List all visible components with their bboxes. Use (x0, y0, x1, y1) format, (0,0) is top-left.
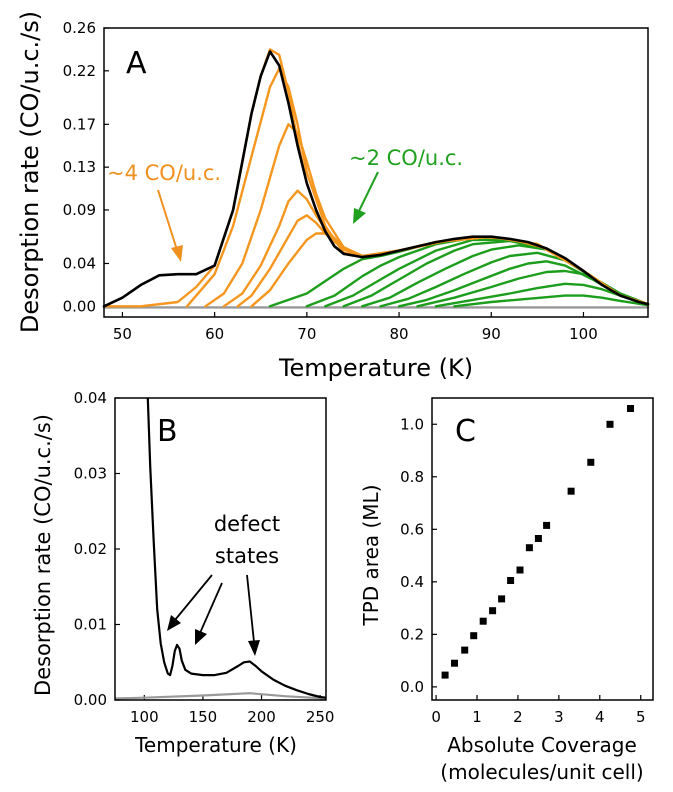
panel-letter-a: A (126, 46, 147, 81)
panel-a-arrows (157, 171, 379, 262)
panel-a-ticks: 50 60 70 80 90 100 0.00 0.04 0.09 0.13 0.17 0.22 0.2… (63, 19, 598, 343)
panel-b-series-line-0 (115, 692, 326, 700)
panel-c-ytick-label: 0.4 (400, 573, 424, 591)
panel-b-xtick-label: 100 (130, 708, 159, 726)
panel-a-ytick-label: 0.17 (63, 115, 96, 133)
panel-a-series-orange-5 (236, 214, 650, 308)
panel-a-xtick-label: 50 (113, 325, 132, 343)
panel-b-ylabel: Desorption rate (CO/u.c./s) (31, 414, 55, 696)
panel-b-series-line-1 (146, 398, 326, 699)
panel-c-point (534, 535, 542, 542)
panel-a-xlabel: Temperature (K) (278, 354, 473, 382)
panel-c-xtick-label: 4 (595, 708, 605, 726)
annotation-4-co: ~4 CO/u.c. (107, 161, 221, 185)
panel-b-ytick-label: 0.02 (74, 540, 107, 558)
panel-c-xtick-label: 2 (513, 708, 523, 726)
panel-c-points (441, 405, 634, 679)
panel-c-point (479, 617, 487, 625)
arrow-defect-3-head (248, 640, 260, 656)
panel-letter-c: C (455, 414, 476, 449)
panel-c-point (516, 566, 524, 574)
panel-b-xtick-label: 250 (306, 708, 335, 726)
panel-b-plot-area (115, 398, 326, 700)
panel-b-lines (115, 398, 326, 700)
panel-b-ytick-label: 0.03 (74, 465, 107, 483)
panel-c-ylabel: TPD area (ML) (359, 485, 383, 627)
annotation-defect: defect (214, 512, 280, 536)
arrow-defect-3 (246, 574, 255, 643)
panel-c-xtick-label: 5 (636, 708, 646, 726)
panel-c-point (441, 671, 449, 679)
panel-a: 50 60 70 80 90 100 0.00 0.04 0.09 0.13 0.17 0.22 0.2… (16, 11, 650, 382)
panel-c-point (606, 420, 614, 428)
panel-c-frame (431, 397, 654, 701)
panel-a-ytick-label: 0.13 (63, 158, 96, 176)
panel-c-point (498, 595, 506, 603)
panel-a-xtick-label: 90 (482, 325, 501, 343)
panel-a-xtick-label: 80 (390, 325, 409, 343)
panel-a-xtick-label: 60 (205, 325, 224, 343)
panel-a-ytick-label: 0.04 (63, 254, 96, 272)
panel-c-xtick-label: 3 (554, 708, 564, 726)
panel-b-ticks: 100 150 200 250 0.00 0.01 0.02 0.03 0.04 (74, 389, 335, 726)
panel-c-point (451, 659, 458, 667)
panel-a-series-green-16 (453, 294, 650, 308)
panel-c-xtick-label: 1 (472, 708, 482, 726)
panel-c-ytick-label: 0.8 (400, 468, 424, 486)
arrow-4-co-head (171, 245, 183, 262)
panel-b-ytick-label: 0.01 (74, 616, 107, 634)
panel-b-ytick-label: 0.04 (74, 389, 107, 407)
panel-a-ytick-label: 0.26 (63, 19, 96, 37)
arrow-defect-1 (174, 574, 213, 621)
panel-letter-b: B (157, 414, 178, 449)
panel-c-point (543, 521, 551, 529)
panel-b-xtick-label: 200 (247, 708, 276, 726)
panel-a-lines (102, 48, 650, 309)
panel-b: 100 150 200 250 0.00 0.01 0.02 0.03 0.04 B Tempe… (31, 389, 334, 757)
panel-a-frame (103, 27, 649, 318)
arrow-4-co (157, 189, 178, 251)
annotation-2-co: ~2 CO/u.c. (349, 146, 463, 170)
panel-b-arrows (167, 574, 260, 656)
panel-c-point (507, 577, 515, 584)
panel-c-ytick-label: 0.6 (400, 520, 424, 538)
panel-c-xlabel-2: (molecules/unit cell) (440, 760, 643, 784)
panel-a-ytick-label: 0.00 (63, 297, 96, 315)
panel-a-ylabel: Desorption rate (CO/u.c./s) (16, 11, 44, 333)
panel-c-point (461, 646, 469, 654)
panel-a-ytick-label: 0.22 (63, 62, 96, 80)
arrow-defect-1-head (167, 615, 181, 631)
arrow-2-co-head (353, 208, 366, 224)
arrow-defect-2-head (195, 629, 207, 645)
panel-b-frame (114, 397, 327, 701)
panel-c-point (470, 632, 478, 640)
panel-c-point (489, 607, 497, 615)
panel-c-point (627, 405, 634, 412)
panel-a-series-orange-4 (222, 189, 650, 308)
panel-a-ytick-label: 0.09 (63, 201, 96, 219)
panel-c: 0 1 2 3 4 5 0.0 0.2 0.4 0.6 0.8 1.0 C Absolute Cove… (359, 397, 654, 784)
panel-a-xtick-label: 70 (297, 325, 316, 343)
panel-c-ytick-label: 0.2 (400, 625, 424, 643)
panel-a-series-black-0 (102, 50, 650, 308)
panel-c-point (567, 487, 575, 495)
panel-b-xlabel: Temperature (K) (134, 733, 297, 757)
panel-a-xtick-label: 100 (569, 325, 598, 343)
panel-a-series-orange-6 (250, 232, 650, 308)
panel-c-point (525, 544, 533, 552)
panel-c-ytick-label: 0.0 (400, 678, 424, 696)
panel-b-xtick-label: 150 (189, 708, 218, 726)
panel-c-point (587, 458, 595, 466)
panel-b-ytick-label: 0.00 (74, 691, 107, 709)
arrow-2-co (358, 171, 379, 212)
panel-c-ytick-label: 1.0 (400, 415, 424, 433)
arrow-defect-2 (199, 582, 223, 634)
annotation-states: states (215, 544, 279, 568)
panel-c-ticks: 0 1 2 3 4 5 0.0 0.2 0.4 0.6 0.8 1.0 (400, 415, 645, 726)
panel-c-xtick-label: 0 (431, 708, 441, 726)
panel-c-xlabel: Absolute Coverage (447, 733, 637, 757)
